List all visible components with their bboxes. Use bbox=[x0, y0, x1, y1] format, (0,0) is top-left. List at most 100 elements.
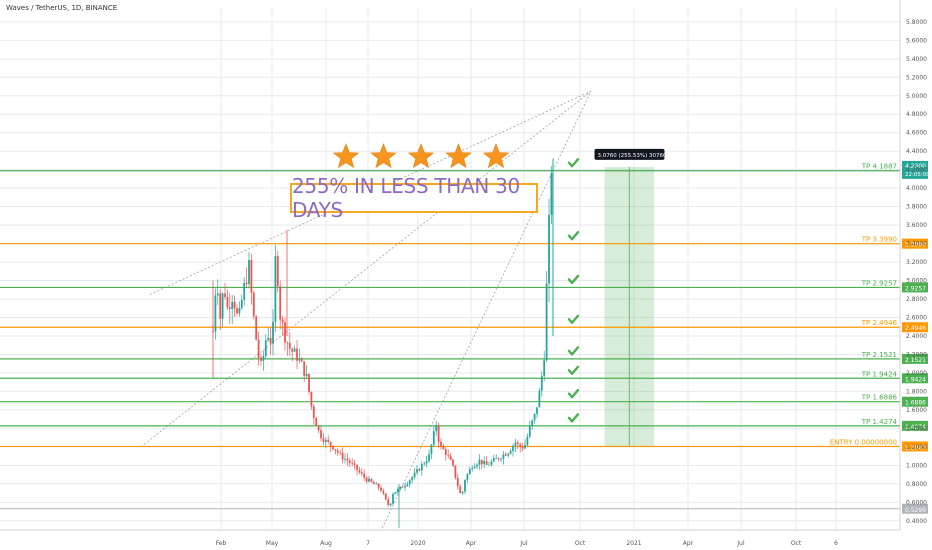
level-label: TP 2.1521 bbox=[861, 351, 897, 359]
candle-body bbox=[396, 488, 399, 493]
level-label: TP 3.3990 bbox=[861, 236, 897, 244]
candle-body bbox=[348, 460, 351, 464]
candle-body bbox=[413, 472, 416, 478]
candle-body bbox=[440, 441, 442, 447]
level-tag: 1.2043 bbox=[905, 444, 926, 451]
stars-layer bbox=[332, 143, 510, 169]
candle-body bbox=[240, 299, 243, 308]
candle-body bbox=[260, 357, 262, 361]
star-icon bbox=[482, 143, 510, 169]
tooltip-text: 3.0760 (255.53%) 30760 bbox=[598, 153, 668, 159]
level-label: ENTRY 0.00000000 bbox=[830, 438, 897, 446]
candle-body bbox=[255, 316, 258, 340]
level-tag-bg bbox=[902, 373, 928, 384]
y-tick-label: 2.2000 bbox=[906, 351, 927, 358]
y-tick-label: 0.8000 bbox=[906, 481, 927, 488]
candle-body bbox=[526, 436, 529, 446]
candle-body bbox=[425, 461, 428, 464]
candle-body bbox=[298, 358, 301, 361]
candle-body bbox=[382, 490, 385, 494]
candle-body bbox=[344, 458, 346, 460]
candle-body bbox=[500, 458, 502, 460]
candle-body bbox=[296, 348, 298, 361]
candle-body bbox=[416, 469, 418, 473]
candle-body bbox=[519, 444, 522, 448]
candle-body bbox=[358, 470, 361, 473]
candle-body bbox=[224, 293, 226, 298]
candle-body bbox=[528, 426, 531, 437]
y-tick-label: 4.8000 bbox=[906, 111, 927, 118]
checkmarks-layer bbox=[567, 158, 580, 423]
x-tick-label: Feb bbox=[216, 540, 227, 547]
candle-body bbox=[269, 337, 272, 344]
x-tick-label: 2021 bbox=[626, 540, 641, 547]
level-tag: 3.3990 bbox=[905, 242, 926, 249]
tooltip-bg bbox=[594, 148, 665, 160]
candle-body bbox=[456, 477, 459, 487]
candle-body bbox=[524, 445, 526, 449]
candle-body bbox=[221, 293, 224, 319]
trendlines-layer bbox=[140, 90, 592, 529]
candle-body bbox=[389, 503, 392, 506]
candle-body bbox=[533, 413, 536, 421]
level-tag-bg bbox=[902, 441, 928, 452]
candle-body bbox=[442, 446, 445, 450]
candle-body bbox=[476, 464, 478, 467]
level-tag: 1.6886 bbox=[905, 400, 926, 407]
last-price-value: 4.2300 bbox=[905, 163, 926, 170]
candle-body bbox=[372, 481, 375, 485]
level-label: TP 1.9424 bbox=[861, 370, 898, 378]
y-tick-label: 5.2000 bbox=[906, 74, 927, 81]
check-icon bbox=[567, 365, 580, 375]
candle-body bbox=[394, 492, 397, 495]
candle-body bbox=[281, 319, 284, 323]
candle-body bbox=[216, 293, 219, 296]
y-tick-label: 1.8000 bbox=[906, 388, 927, 395]
candle-body bbox=[512, 445, 514, 451]
candle-body bbox=[548, 214, 550, 284]
check-icon bbox=[567, 314, 580, 324]
candle-body bbox=[226, 297, 229, 308]
level-tag: 2.4946 bbox=[905, 325, 926, 332]
candle-body bbox=[286, 342, 289, 344]
candle-body bbox=[236, 308, 238, 314]
candle-body bbox=[334, 449, 337, 451]
candle-body bbox=[444, 449, 447, 455]
candle-body bbox=[276, 256, 279, 287]
candle-body bbox=[480, 459, 483, 465]
check-icon bbox=[567, 413, 580, 423]
candle-body bbox=[545, 283, 548, 361]
candle-body bbox=[461, 491, 464, 494]
trendline bbox=[149, 90, 592, 295]
x-tick-label: Apr bbox=[466, 540, 477, 547]
level-tag-bg bbox=[902, 420, 928, 431]
candle-body bbox=[310, 391, 313, 407]
candle-body bbox=[380, 487, 382, 491]
level-tag-bg bbox=[902, 238, 928, 249]
candle-body bbox=[231, 301, 234, 310]
candle-body bbox=[521, 447, 524, 449]
candle-body bbox=[538, 390, 541, 408]
y-tick-label: 1.2000 bbox=[906, 444, 927, 451]
x-tick-label: 2020 bbox=[410, 540, 425, 547]
x-tick-label: Jul bbox=[736, 540, 745, 547]
x-tick-label: Oct bbox=[575, 540, 586, 547]
candle-body bbox=[384, 493, 387, 500]
level-tag-bg bbox=[902, 322, 928, 333]
candle-body bbox=[233, 301, 236, 309]
last-price-tag-bg bbox=[902, 160, 928, 179]
candle-body bbox=[435, 425, 438, 432]
candle-body bbox=[262, 356, 265, 361]
candle-body bbox=[243, 282, 246, 300]
candle-body bbox=[387, 499, 390, 506]
y-tick-label: 5.8000 bbox=[906, 19, 927, 26]
candle-body bbox=[473, 466, 476, 469]
candle-body bbox=[279, 286, 282, 320]
candles-layer bbox=[212, 158, 554, 529]
candle-body bbox=[464, 480, 466, 492]
candle-body bbox=[492, 458, 495, 462]
level-label: TP 1.6886 bbox=[861, 394, 898, 402]
candle-body bbox=[257, 339, 260, 358]
